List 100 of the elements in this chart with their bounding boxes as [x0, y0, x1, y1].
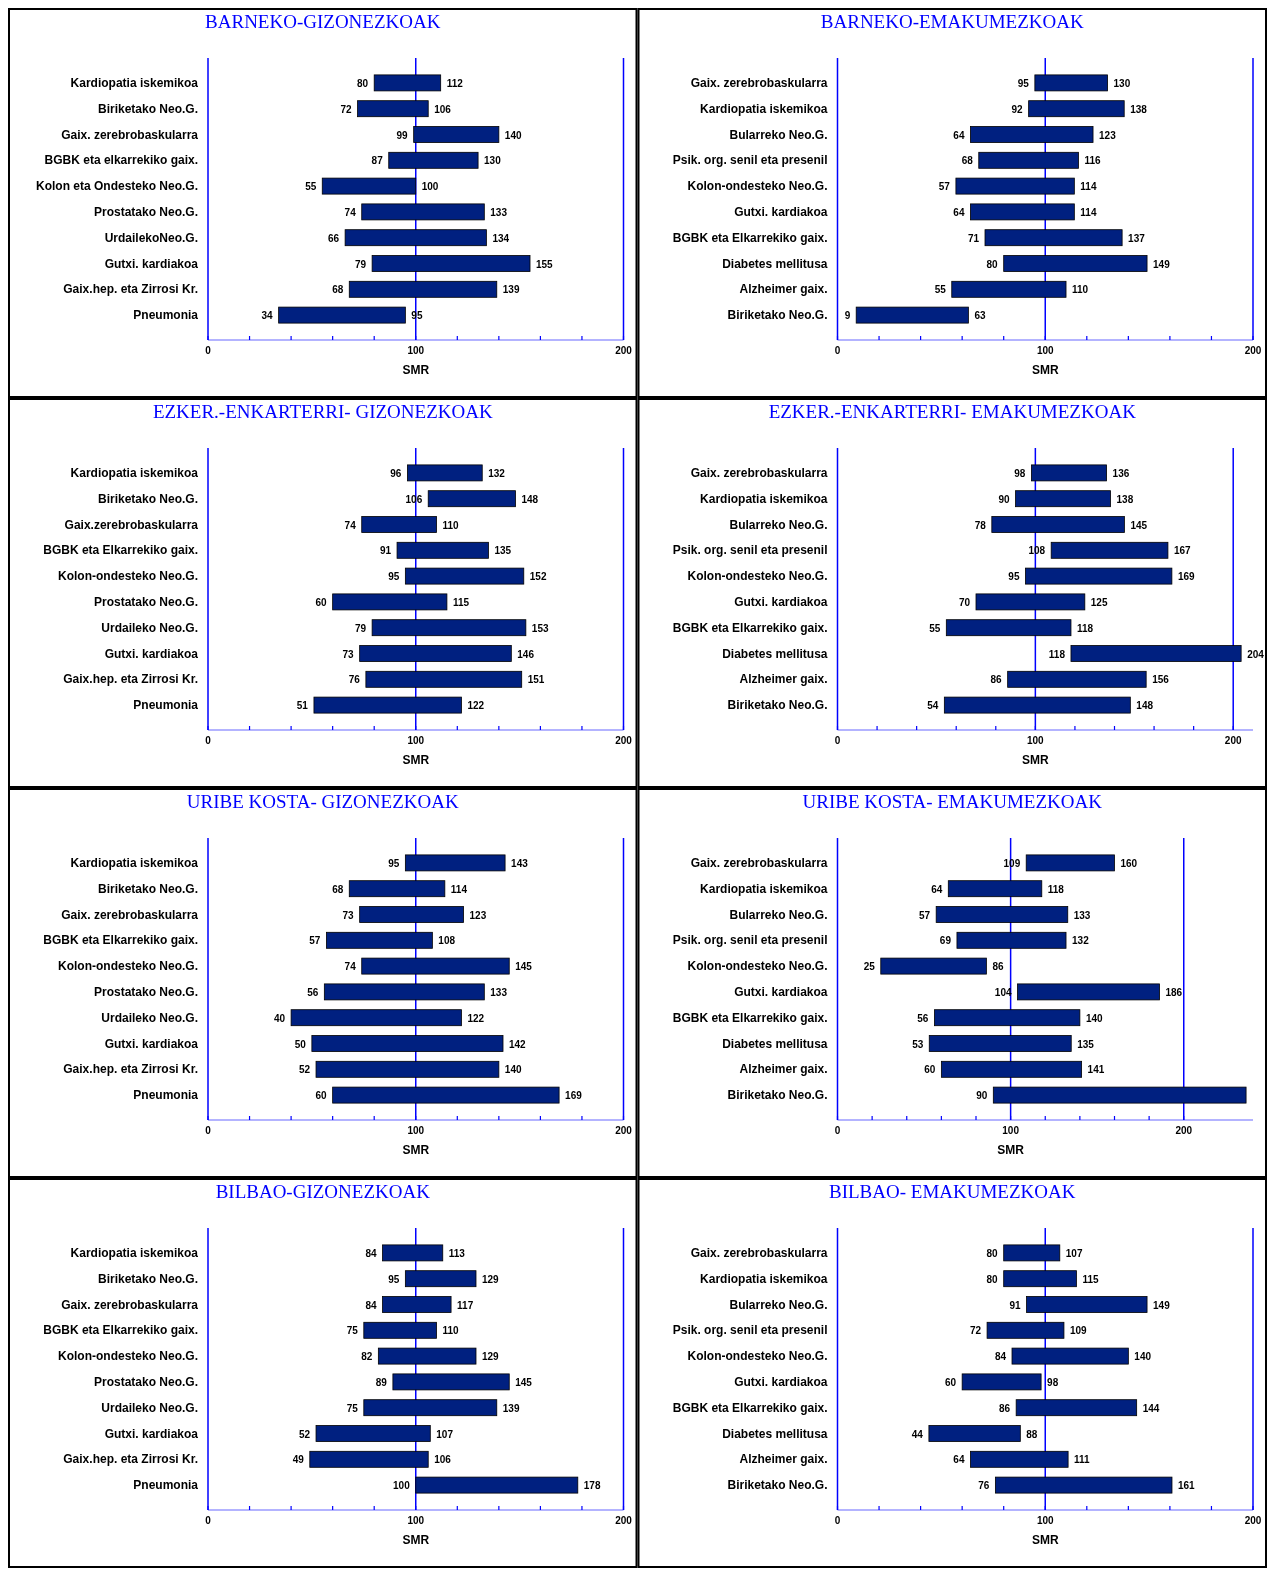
bar — [415, 1476, 579, 1494]
annotation: 146 — [517, 648, 535, 660]
annotation: 111 — [1074, 1454, 1091, 1466]
annotation: 108 — [438, 935, 456, 947]
bar — [315, 1060, 500, 1078]
y-tick-label: Kolon-ondesteko Neo.G. — [687, 959, 828, 974]
bar — [363, 1321, 437, 1339]
bar — [344, 229, 487, 247]
y-tick-label: BGBK eta Elkarrekiko gaix. — [672, 1400, 828, 1415]
annotation: 140 — [504, 129, 522, 141]
x-axis-title: SMR — [1031, 363, 1059, 377]
annotation: 44 — [911, 1428, 924, 1440]
bar — [970, 126, 1094, 143]
bar — [855, 306, 969, 324]
annotation: 115 — [1082, 1273, 1099, 1285]
annotation: 95 — [1017, 77, 1030, 89]
bar — [940, 1060, 1083, 1078]
annotation: 74 — [344, 206, 357, 218]
annotation: 122 — [467, 700, 485, 712]
annotation: 90 — [976, 1090, 988, 1102]
annotation: 76 — [978, 1480, 990, 1492]
x-axis-title: SMR — [402, 753, 430, 767]
annotation: 91 — [379, 545, 392, 557]
y-tick-label: Prostatako Neo.G. — [93, 204, 198, 219]
bar — [404, 567, 525, 585]
bar — [947, 880, 1043, 898]
y-tick-label: Pneumonia — [133, 1478, 199, 1493]
y-tick-label: Gaix.hep. eta Zirrosi Kr. — [63, 282, 198, 297]
bar — [935, 906, 1069, 923]
annotation: 186 — [1165, 986, 1183, 998]
annotation: 114 — [450, 883, 468, 895]
bar — [1015, 490, 1111, 508]
x-tick-label: 100 — [407, 735, 425, 746]
bar — [315, 1425, 431, 1442]
x-axis-title: SMR — [997, 1143, 1025, 1157]
chart-title: BILBAO- EMAKUMEZKOAK — [829, 1181, 1076, 1202]
bar — [382, 1296, 452, 1313]
annotation: 69 — [939, 935, 952, 947]
bar — [371, 619, 527, 637]
y-tick-label: Gaix.zerebrobaskularra — [64, 517, 199, 532]
y-tick-label: Kolon-ondesteko Neo.G. — [57, 959, 198, 974]
y-tick-label: Kardiopatia iskemikoa — [700, 491, 828, 506]
bar — [278, 306, 406, 324]
annotation: 132 — [488, 467, 506, 479]
y-tick-label: Alzheimer gaix. — [739, 1062, 828, 1077]
annotation: 84 — [365, 1247, 377, 1259]
chart-title: URIBE KOSTA- GIZONEZKOAK — [186, 791, 459, 812]
y-tick-label: Biriketako Neo.G. — [727, 1088, 828, 1103]
annotation: 151 — [527, 674, 545, 686]
annotation: 114 — [1080, 181, 1097, 193]
x-axis-title: SMR — [1022, 753, 1050, 767]
bar — [1007, 670, 1147, 688]
bar — [1028, 100, 1125, 118]
annotation: 95 — [388, 857, 400, 869]
x-tick-label: 200 — [1244, 345, 1262, 356]
bar — [1025, 854, 1115, 872]
annotation: 133 — [490, 986, 508, 998]
bar — [357, 100, 429, 118]
annotation: 109 — [1069, 1325, 1088, 1337]
y-tick-label: Kolon-ondesteko Neo.G. — [687, 569, 828, 584]
bar — [943, 696, 1131, 714]
bar — [363, 1399, 498, 1417]
bar — [388, 151, 479, 169]
annotation: 68 — [961, 155, 974, 167]
y-tick-label: Bularreko Neo.G. — [729, 517, 828, 532]
y-tick-label: Kardiopatia iskemikoa — [700, 1271, 828, 1286]
annotation: 56 — [307, 986, 319, 998]
bar — [326, 931, 433, 949]
bar — [361, 516, 437, 533]
bar — [1015, 1399, 1138, 1417]
annotation: 117 — [457, 1299, 474, 1311]
annotation: 137 — [1128, 232, 1146, 244]
annotation: 79 — [355, 622, 367, 634]
annotation: 141 — [1087, 1064, 1105, 1076]
annotation: 167 — [1173, 545, 1192, 557]
annotation: 54 — [927, 700, 939, 712]
annotation: 98 — [1014, 467, 1026, 479]
y-tick-label: Kardiopatia iskemikoa — [700, 101, 828, 116]
annotation: 136 — [1112, 467, 1130, 479]
annotation: 100 — [421, 181, 439, 193]
annotation: 148 — [521, 493, 539, 505]
annotation: 140 — [1085, 1012, 1103, 1024]
bar — [359, 906, 464, 923]
annotation: 149 — [1153, 258, 1171, 270]
x-tick-label: 200 — [615, 735, 633, 746]
x-tick-label: 100 — [407, 1515, 425, 1526]
y-tick-label: Biriketako Neo.G. — [97, 881, 198, 896]
y-tick-label: Alzheimer gaix. — [739, 672, 828, 687]
bar — [309, 1450, 429, 1468]
x-tick-label: 0 — [834, 345, 841, 356]
y-tick-label: Psik. org. senil eta presenil — [672, 543, 828, 558]
annotation: 143 — [511, 857, 529, 869]
bar — [313, 696, 462, 714]
bar — [373, 74, 442, 92]
annotation: 72 — [340, 103, 353, 115]
y-tick-label: Kardiopatia iskemikoa — [70, 855, 199, 870]
annotation: 118 — [1048, 648, 1066, 660]
bar — [945, 619, 1072, 637]
bar — [1026, 1296, 1148, 1313]
annotation: 110 — [442, 519, 460, 531]
